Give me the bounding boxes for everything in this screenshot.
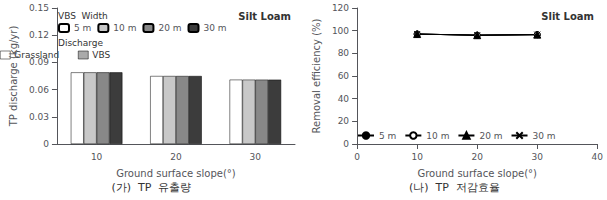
svg-text:Ground surface slope(°): Ground surface slope(°): [417, 168, 537, 179]
svg-text:TP discharge (kg/yr): TP discharge (kg/yr): [8, 26, 19, 128]
svg-text:5 m: 5 m: [379, 131, 396, 141]
svg-text:0: 0: [43, 139, 49, 149]
svg-text:0.03: 0.03: [29, 112, 49, 122]
svg-text:60: 60: [338, 71, 350, 81]
svg-text:VBS: VBS: [92, 50, 110, 60]
svg-text:0: 0: [354, 152, 360, 162]
svg-text:30 m: 30 m: [204, 23, 227, 33]
svg-text:30 m: 30 m: [533, 131, 556, 141]
svg-text:20: 20: [170, 152, 182, 162]
svg-text:Silt Loam: Silt Loam: [238, 11, 291, 22]
svg-text:30: 30: [531, 152, 543, 162]
svg-text:(가) TP 유출량: (가) TP 유출량: [112, 181, 192, 194]
svg-text:0.15: 0.15: [29, 3, 49, 13]
svg-text:Ground surface slope(°): Ground surface slope(°): [116, 168, 236, 179]
svg-text:120: 120: [332, 3, 349, 13]
svg-text:20 m: 20 m: [479, 131, 502, 141]
svg-text:30: 30: [250, 152, 262, 162]
svg-text:10 m: 10 m: [426, 131, 449, 141]
svg-text:40: 40: [592, 152, 604, 162]
svg-text:20: 20: [338, 116, 350, 126]
svg-text:0.09: 0.09: [29, 57, 49, 67]
svg-text:80: 80: [338, 48, 350, 58]
svg-text:0: 0: [343, 139, 349, 149]
svg-text:10: 10: [91, 152, 103, 162]
svg-text:0.12: 0.12: [29, 30, 49, 40]
svg-text:10 m: 10 m: [113, 23, 136, 33]
svg-text:0.06: 0.06: [29, 85, 49, 95]
svg-text:5 m: 5 m: [74, 23, 91, 33]
svg-text:20 m: 20 m: [158, 23, 181, 33]
svg-text:Slit Loam: Slit Loam: [541, 11, 594, 22]
svg-text:20: 20: [471, 152, 483, 162]
svg-text:Removal efficiency (%): Removal efficiency (%): [311, 18, 322, 133]
svg-text:(나) TP 저감효율: (나) TP 저감효율: [409, 181, 500, 194]
svg-text:100: 100: [332, 26, 349, 36]
svg-text:Discharge: Discharge: [58, 38, 104, 48]
svg-text:40: 40: [338, 94, 350, 104]
svg-text:10: 10: [411, 152, 423, 162]
svg-text:Grassland: Grassland: [14, 49, 60, 60]
svg-text:VBS Width: VBS Width: [58, 11, 108, 21]
